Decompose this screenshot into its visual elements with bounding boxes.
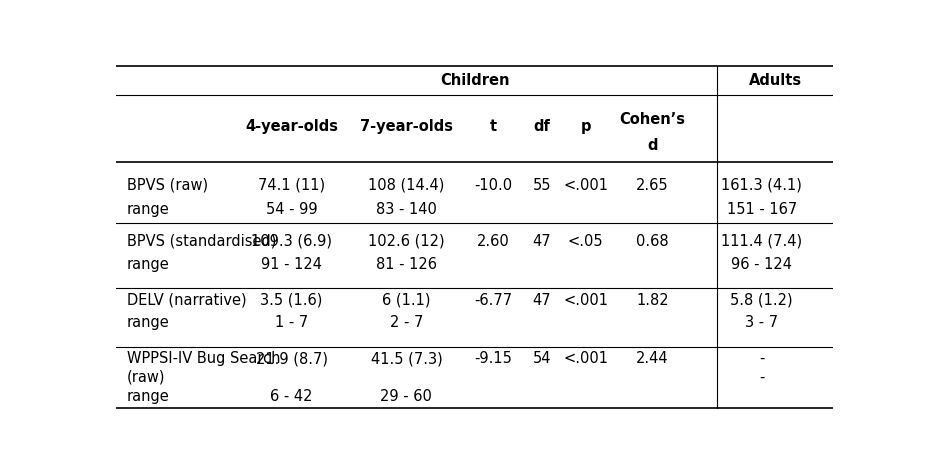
Text: 5.8 (1.2): 5.8 (1.2) [731, 293, 793, 308]
Text: 29 - 60: 29 - 60 [381, 389, 432, 404]
Text: 2 - 7: 2 - 7 [390, 316, 423, 330]
Text: 151 - 167: 151 - 167 [727, 201, 796, 217]
Text: <.05: <.05 [568, 234, 604, 249]
Text: 3.5 (1.6): 3.5 (1.6) [260, 293, 323, 308]
Text: 55: 55 [532, 178, 551, 193]
Text: 4-year-olds: 4-year-olds [245, 119, 338, 134]
Text: 91 - 124: 91 - 124 [261, 257, 322, 272]
Text: range: range [127, 201, 169, 217]
Text: 102.6 (12): 102.6 (12) [369, 234, 444, 249]
Text: 1.82: 1.82 [636, 293, 669, 308]
Text: <.001: <.001 [563, 351, 608, 366]
Text: 54: 54 [532, 351, 551, 366]
Text: <.001: <.001 [563, 293, 608, 308]
Text: 108 (14.4): 108 (14.4) [369, 178, 444, 193]
Text: WPPSI-IV Bug Search: WPPSI-IV Bug Search [127, 351, 280, 366]
Text: DELV (narrative): DELV (narrative) [127, 293, 246, 308]
Text: -9.15: -9.15 [474, 351, 512, 366]
Text: 161.3 (4.1): 161.3 (4.1) [721, 178, 802, 193]
Text: -: - [759, 370, 764, 385]
Text: p: p [581, 119, 591, 134]
Text: 111.4 (7.4): 111.4 (7.4) [721, 234, 802, 249]
Text: 7-year-olds: 7-year-olds [360, 119, 453, 134]
Text: Adults: Adults [749, 73, 802, 88]
Text: 2.44: 2.44 [636, 351, 669, 366]
Text: -10.0: -10.0 [474, 178, 512, 193]
Text: d: d [647, 138, 657, 152]
Text: <.001: <.001 [563, 178, 608, 193]
Text: BPVS (standardised): BPVS (standardised) [127, 234, 276, 249]
Text: 1 - 7: 1 - 7 [275, 316, 308, 330]
Text: 6 - 42: 6 - 42 [270, 389, 313, 404]
Text: range: range [127, 257, 169, 272]
Text: BPVS (raw): BPVS (raw) [127, 178, 207, 193]
Text: 0.68: 0.68 [636, 234, 669, 249]
Text: Children: Children [440, 73, 509, 88]
Text: 74.1 (11): 74.1 (11) [258, 178, 325, 193]
Text: (raw): (raw) [127, 370, 165, 385]
Text: 21.9 (8.7): 21.9 (8.7) [256, 351, 328, 366]
Text: 6 (1.1): 6 (1.1) [382, 293, 431, 308]
Text: t: t [490, 119, 496, 134]
Text: 96 - 124: 96 - 124 [732, 257, 792, 272]
Text: 2.65: 2.65 [636, 178, 669, 193]
Text: 81 - 126: 81 - 126 [376, 257, 437, 272]
Text: 83 - 140: 83 - 140 [376, 201, 437, 217]
Text: Cohen’s: Cohen’s [619, 112, 685, 127]
Text: 47: 47 [532, 293, 551, 308]
Text: df: df [533, 119, 550, 134]
Text: 109.3 (6.9): 109.3 (6.9) [251, 234, 332, 249]
Text: range: range [127, 389, 169, 404]
Text: -: - [759, 351, 764, 366]
Text: 2.60: 2.60 [477, 234, 509, 249]
Text: -6.77: -6.77 [474, 293, 512, 308]
Text: 54 - 99: 54 - 99 [266, 201, 318, 217]
Text: range: range [127, 316, 169, 330]
Text: 47: 47 [532, 234, 551, 249]
Text: 3 - 7: 3 - 7 [745, 316, 778, 330]
Text: 41.5 (7.3): 41.5 (7.3) [370, 351, 443, 366]
